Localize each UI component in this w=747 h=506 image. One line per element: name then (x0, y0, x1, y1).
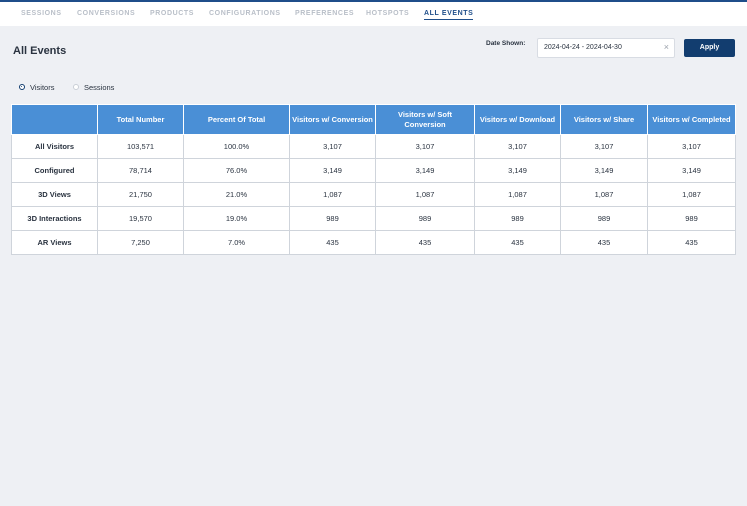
table-cell: 435 (474, 230, 561, 255)
table-cell: 100.0% (183, 134, 290, 159)
table-cell: 7.0% (183, 230, 290, 255)
table-cell: 3,149 (647, 158, 736, 183)
table-cell: 989 (375, 206, 475, 231)
table-cell: 989 (289, 206, 376, 231)
table-cell: 1,087 (375, 182, 475, 207)
tab-hotspots[interactable]: HOTSPOTS (366, 10, 410, 17)
table-cell: 435 (375, 230, 475, 255)
tab-configurations[interactable]: CONFIGURATIONS (209, 10, 281, 17)
table-row: 3D Interactions 19,570 19.0% 989 989 989… (11, 206, 736, 231)
table-cell: 76.0% (183, 158, 290, 183)
table-cell: 3,107 (474, 134, 561, 159)
table-cell: 21.0% (183, 182, 290, 207)
table-cell: 19.0% (183, 206, 290, 231)
table-cell: 3,107 (647, 134, 736, 159)
column-header: Total Number (97, 104, 184, 135)
date-range-value: 2024-04-24 - 2024-04-30 (544, 44, 622, 51)
table-cell: 3,107 (375, 134, 475, 159)
tab-preferences[interactable]: PREFERENCES (295, 10, 355, 17)
table-cell: 1,087 (560, 182, 648, 207)
table-cell: 3,149 (375, 158, 475, 183)
table-row: Configured 78,714 76.0% 3,149 3,149 3,14… (11, 158, 736, 183)
date-shown-label: Date Shown: (486, 40, 526, 47)
table-cell: 3,107 (289, 134, 376, 159)
table-cell: 3,149 (474, 158, 561, 183)
table-cell: 435 (560, 230, 648, 255)
row-label: All Visitors (11, 134, 98, 159)
table-cell: 1,087 (474, 182, 561, 207)
table-row: All Visitors 103,571 100.0% 3,107 3,107 … (11, 134, 736, 159)
tab-sessions[interactable]: SESSIONS (21, 10, 62, 17)
row-label: 3D Interactions (11, 206, 98, 231)
radio-unchecked-icon (73, 84, 79, 90)
column-header: Visitors w/ Completed (647, 104, 736, 135)
top-nav: SESSIONS CONVERSIONS PRODUCTS CONFIGURAT… (0, 0, 747, 26)
table-cell: 3,149 (560, 158, 648, 183)
row-label: Configured (11, 158, 98, 183)
table-cell: 435 (647, 230, 736, 255)
radio-checked-icon (19, 84, 25, 90)
table-row: AR Views 7,250 7.0% 435 435 435 435 435 (11, 230, 736, 255)
table-cell: 7,250 (97, 230, 184, 255)
date-range-input[interactable]: 2024-04-24 - 2024-04-30 × (537, 38, 675, 58)
column-header: Percent Of Total (183, 104, 290, 135)
page-title: All Events (13, 45, 67, 57)
table-cell: 989 (474, 206, 561, 231)
column-header: Visitors w/ Soft Conversion (375, 104, 475, 135)
table-cell: 989 (560, 206, 648, 231)
table-cell: 103,571 (97, 134, 184, 159)
table-cell: 1,087 (647, 182, 736, 207)
sessions-radio-label: Sessions (84, 83, 115, 92)
apply-button[interactable]: Apply (684, 39, 735, 57)
table-cell: 989 (647, 206, 736, 231)
column-header: Visitors w/ Share (560, 104, 648, 135)
row-label: AR Views (11, 230, 98, 255)
events-table: Total Number Percent Of Total Visitors w… (11, 104, 736, 255)
table-header-row: Total Number Percent Of Total Visitors w… (11, 104, 736, 135)
table-cell: 19,570 (97, 206, 184, 231)
table-cell: 1,087 (289, 182, 376, 207)
table-cell: 3,107 (560, 134, 648, 159)
tab-conversions[interactable]: CONVERSIONS (77, 10, 136, 17)
column-header (11, 104, 98, 135)
clear-icon[interactable]: × (663, 42, 669, 52)
column-header: Visitors w/ Download (474, 104, 561, 135)
table-row: 3D Views 21,750 21.0% 1,087 1,087 1,087 … (11, 182, 736, 207)
tab-products[interactable]: PRODUCTS (150, 10, 195, 17)
column-header: Visitors w/ Conversion (289, 104, 376, 135)
visitors-radio-label: Visitors (30, 83, 55, 92)
tab-all-events[interactable]: ALL EVENTS (424, 10, 474, 20)
row-label: 3D Views (11, 182, 98, 207)
table-cell: 3,149 (289, 158, 376, 183)
table-cell: 435 (289, 230, 376, 255)
table-cell: 21,750 (97, 182, 184, 207)
table-cell: 78,714 (97, 158, 184, 183)
